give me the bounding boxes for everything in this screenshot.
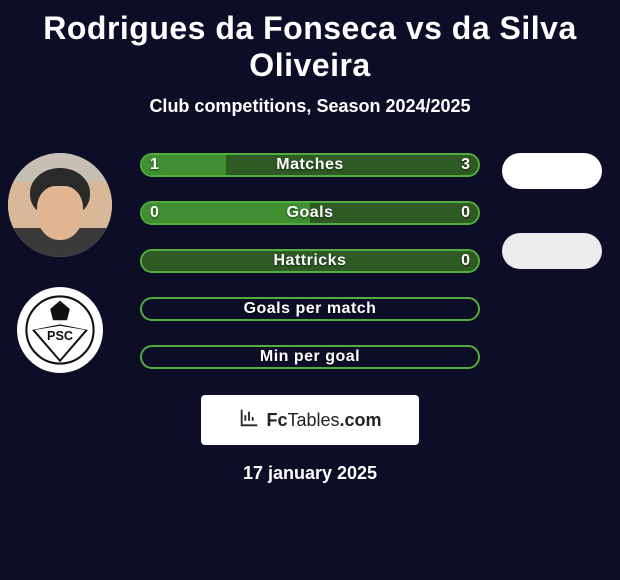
stat-row: 0 Goals 0 bbox=[140, 201, 480, 225]
date-text: 17 january 2025 bbox=[0, 463, 620, 484]
stat-right-value: 3 bbox=[461, 153, 470, 177]
player-left-club-badge: PSC bbox=[17, 287, 103, 373]
branding-text: FcTables.com bbox=[266, 410, 381, 431]
branding-main: Tables bbox=[287, 410, 339, 430]
stat-right-value: 0 bbox=[461, 201, 470, 225]
face-placeholder-icon bbox=[8, 153, 112, 257]
stat-label: Min per goal bbox=[140, 345, 480, 369]
stat-row: Goals per match bbox=[140, 297, 480, 321]
player-right-avatar bbox=[502, 153, 602, 189]
stat-label: Goals bbox=[140, 201, 480, 225]
svg-text:PSC: PSC bbox=[47, 329, 73, 343]
stat-row: 1 Matches 3 bbox=[140, 153, 480, 177]
page-title: Rodrigues da Fonseca vs da Silva Oliveir… bbox=[0, 0, 620, 84]
stat-row: Hattricks 0 bbox=[140, 249, 480, 273]
subtitle: Club competitions, Season 2024/2025 bbox=[0, 96, 620, 117]
player-left-avatar bbox=[8, 153, 112, 257]
content: PSC 1 Matches 3 0 Goals 0 bbox=[0, 153, 620, 484]
stat-right-value: 0 bbox=[461, 249, 470, 273]
player-right-column bbox=[502, 153, 602, 269]
player-left-column: PSC bbox=[8, 153, 112, 373]
chart-icon bbox=[238, 407, 260, 434]
branding-pre: Fc bbox=[266, 410, 287, 430]
branding-badge: FcTables.com bbox=[201, 395, 419, 445]
player-right-club-badge bbox=[502, 233, 602, 269]
portimonense-badge-icon: PSC bbox=[25, 295, 95, 365]
stat-label: Hattricks bbox=[140, 249, 480, 273]
stat-row: Min per goal bbox=[140, 345, 480, 369]
stat-label: Goals per match bbox=[140, 297, 480, 321]
stat-label: Matches bbox=[140, 153, 480, 177]
branding-suffix: .com bbox=[340, 410, 382, 430]
